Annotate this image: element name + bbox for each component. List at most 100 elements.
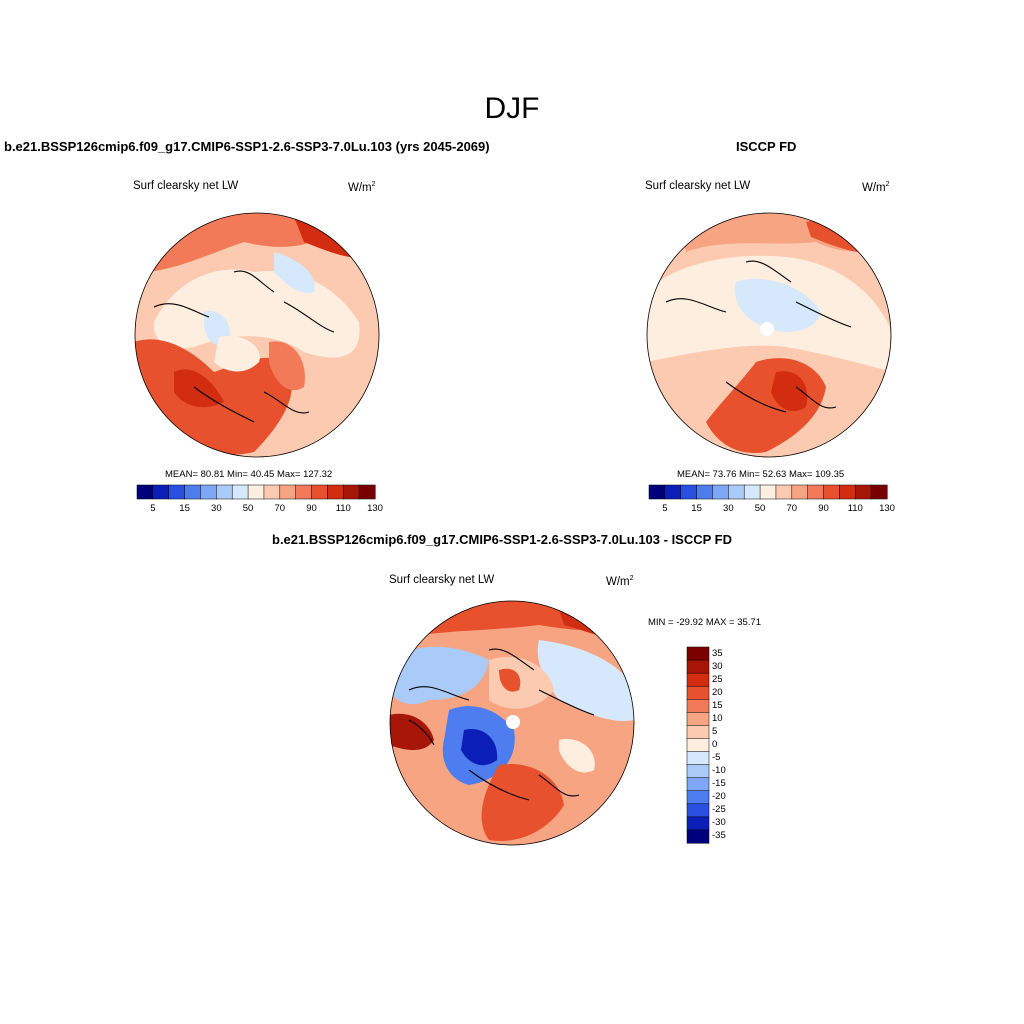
diff-cool-west (390, 646, 489, 705)
obs-colorbar-box (807, 484, 825, 500)
obs-colorbar-tick-label: 130 (879, 503, 895, 514)
diff-panel-title: b.e21.BSSP126cmip6.f09_g17.CMIP6-SSP1-2.… (272, 532, 733, 547)
model-warm-core-2 (269, 341, 305, 391)
model-colorbar-box (200, 484, 217, 500)
diff-colorbar-box (686, 803, 710, 818)
diff-colorbar-tick-label: 20 (712, 686, 723, 698)
model-colorbar-tick-label: 90 (306, 503, 317, 514)
obs-missing-pole (760, 322, 774, 336)
diff-coastlines (408, 648, 595, 801)
diff-colorbar-box (686, 777, 710, 792)
obs-colorbar-tick-label: 5 (662, 503, 668, 514)
model-colorbar-box (247, 484, 265, 500)
model-stats: MEAN= 80.81 Min= 40.45 Max= 127.32 (165, 469, 333, 480)
diff-colorbar (686, 646, 710, 844)
model-colorbar-tick-label: 5 (150, 503, 156, 514)
obs-colorbar-box (728, 484, 745, 500)
figure-title: DJF (484, 92, 540, 125)
diff-colorbar-box (686, 659, 710, 674)
diff-colorbar-box (686, 816, 710, 831)
model-colorbar-tick-label: 70 (274, 503, 286, 514)
model-colorbar-ticks: 5 15 30 50 70 90 110 130 (137, 503, 383, 517)
model-units-label: W/m2 (348, 181, 376, 194)
diff-colorbar-box (686, 764, 710, 779)
diff-america-warm (481, 764, 564, 841)
model-colorbar-box (216, 484, 233, 500)
model-cool-patch-1 (274, 252, 315, 293)
model-colorbar-tick-label: 15 (179, 503, 190, 514)
diff-neutral-patch (559, 739, 595, 773)
obs-colorbar-box (870, 484, 888, 500)
model-colorbar-box (343, 484, 360, 500)
obs-colorbar-tick-label: 50 (754, 503, 766, 514)
obs-colorbar-tick-label: 110 (847, 503, 863, 514)
diff-colorbar-tick-label: -25 (712, 804, 726, 816)
model-colorbar-box (327, 484, 344, 500)
model-colorbar-box (311, 484, 328, 500)
obs-colorbar-tick-label: 30 (723, 503, 734, 514)
model-colorbar-box (263, 484, 281, 500)
obs-polar-map (646, 212, 892, 458)
model-colorbar-box (295, 484, 313, 500)
obs-warm-core (771, 371, 808, 412)
obs-cool-arctic (735, 278, 821, 332)
diff-colorbar-tick-label: 5 (712, 725, 718, 737)
obs-colorbar (648, 484, 888, 500)
obs-map-border (646, 212, 892, 458)
diff-colorbar-tick-label: 0 (712, 739, 718, 750)
obs-colorbar-box (696, 484, 714, 500)
model-colorbar-box (152, 484, 170, 500)
diff-colorbar-tick-label: -30 (712, 817, 726, 829)
diff-colorbar-tick-label: -10 (712, 765, 726, 777)
model-colorbar-box (231, 484, 249, 500)
diff-colorbar-box (686, 699, 710, 713)
obs-variable-label: Surf clearsky net LW (645, 180, 751, 192)
diff-pacific-warm (390, 713, 434, 750)
diff-colorbar-box (686, 829, 710, 844)
diff-colorbar-ticks: 35 30 25 20 15 10 5 0 -5 -10 -15 -20 -25 -30 -35 (712, 647, 752, 843)
obs-colorbar-ticks: 5 15 30 50 70 90 110 130 (649, 503, 895, 517)
diff-colorbar-tick-label: 30 (712, 660, 723, 672)
diff-colorbar-box (686, 751, 710, 766)
diff-colorbar-tick-label: -35 (712, 830, 726, 842)
model-warm-core-1 (174, 369, 224, 408)
diff-colorbar-box (686, 738, 710, 753)
diff-units-label: W/m2 (606, 575, 634, 588)
model-colorbar-tick-label: 30 (211, 503, 222, 514)
diff-map-border (389, 600, 635, 846)
diff-colorbar-tick-label: 35 (712, 647, 723, 659)
obs-colorbar-box (823, 484, 840, 500)
diff-stats: MIN = -29.92 MAX = 35.71 (648, 617, 762, 628)
model-colorbar-tick-label: 130 (367, 503, 383, 514)
model-panel-title: b.e21.BSSP126cmip6.f09_g17.CMIP6-SSP1-2.… (4, 139, 490, 154)
diff-colorbar-tick-label: 25 (712, 673, 723, 685)
diff-colorbar-box (686, 712, 710, 726)
diff-colorbar-tick-label: -15 (712, 778, 726, 790)
model-polar-map (134, 212, 380, 458)
diff-colorbar-tick-label: -5 (712, 752, 721, 764)
diff-colorbar-tick-label: 10 (712, 712, 723, 724)
diff-variable-label: Surf clearsky net LW (389, 574, 495, 586)
model-colorbar-box (168, 484, 186, 500)
obs-colorbar-box (664, 484, 682, 500)
diff-colorbar-box (686, 790, 710, 805)
obs-colorbar-box (712, 484, 729, 500)
model-coastlines (153, 270, 335, 423)
obs-stats: MEAN= 73.76 Min= 52.63 Max= 109.35 (677, 469, 845, 480)
obs-coastlines (665, 260, 852, 413)
model-colorbar-tick-label: 50 (242, 503, 254, 514)
model-map-border (134, 212, 380, 458)
diff-colorbar-box (686, 672, 710, 687)
obs-colorbar-box (839, 484, 856, 500)
diff-colorbar-box (686, 725, 710, 740)
diff-colorbar-box (686, 685, 710, 700)
obs-colorbar-tick-label: 90 (818, 503, 829, 514)
diff-colorbar-box (686, 646, 710, 661)
model-colorbar-box (184, 484, 202, 500)
obs-colorbar-box (775, 484, 793, 500)
diff-colorbar-tick-label: 15 (712, 699, 723, 711)
diff-colorbar-tick-label: -20 (712, 791, 726, 803)
model-colorbar-box (358, 484, 376, 500)
model-arctic-field (214, 336, 260, 372)
diff-missing-pole (506, 715, 520, 729)
